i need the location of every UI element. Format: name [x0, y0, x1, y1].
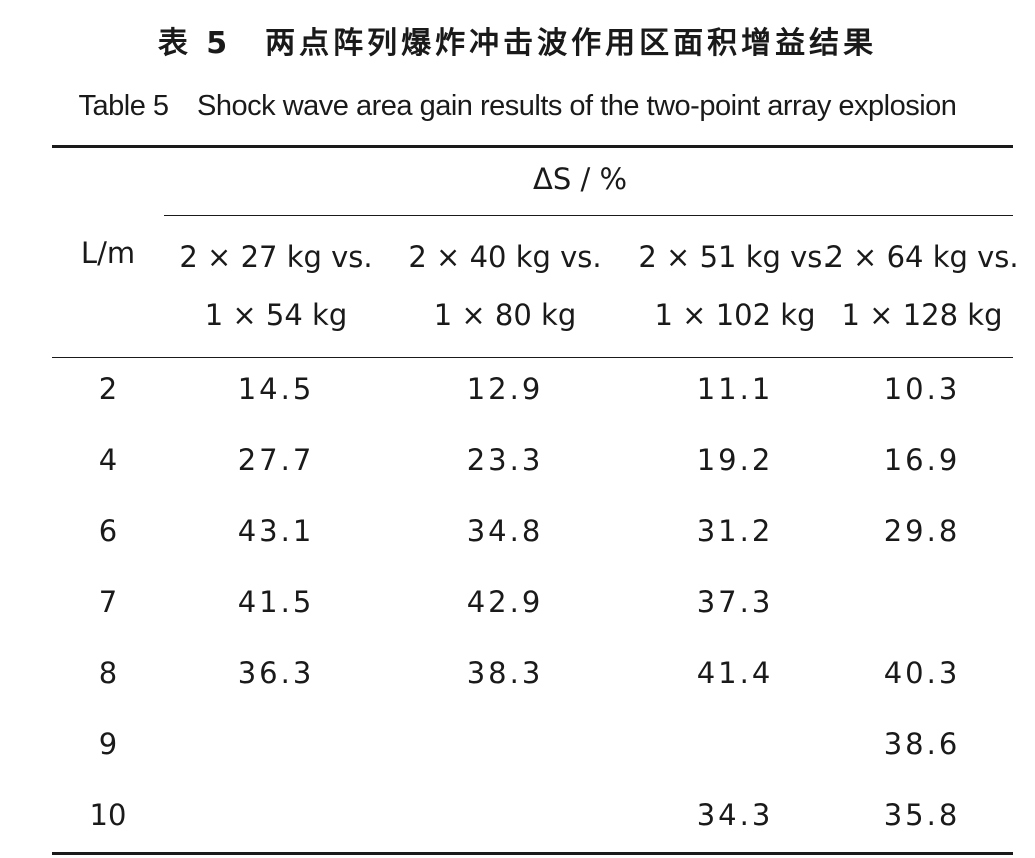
row-label-l: 10 — [89, 798, 127, 832]
bottom-rule — [52, 852, 1013, 855]
table-cell-value: 36.3 — [237, 656, 315, 690]
table-cell-value: 37.3 — [696, 585, 774, 619]
table-cell-value: 34.8 — [466, 514, 544, 548]
table-cell-value: 23.3 — [466, 443, 544, 477]
column-header-line2: 1 × 102 kg — [654, 298, 816, 332]
table-cell-value: 42.9 — [466, 585, 544, 619]
table-cell-value: 10.3 — [883, 372, 961, 406]
table-cell-value: 41.4 — [696, 656, 774, 690]
table-title-english: Table 5 Shock wave area gain results of … — [78, 90, 957, 122]
row-label-l: 7 — [98, 585, 118, 619]
column-header-line1: 2 × 64 kg vs. — [825, 240, 1019, 274]
table-cell-value: 29.8 — [883, 514, 961, 548]
table-cell-value: 41.5 — [237, 585, 315, 619]
group-rule — [164, 215, 1013, 216]
column-header-line1: 2 × 27 kg vs. — [179, 240, 373, 274]
table-cell-value: 31.2 — [696, 514, 774, 548]
table-cell-value: 43.1 — [237, 514, 315, 548]
row-header-l: L/m — [80, 236, 136, 270]
row-label-l: 6 — [98, 514, 118, 548]
column-header-line2: 1 × 54 kg — [204, 298, 348, 332]
table-cell-value: 34.3 — [696, 798, 774, 832]
table-cell-value: 38.3 — [466, 656, 544, 690]
row-label-l: 9 — [98, 727, 118, 761]
top-rule — [52, 145, 1013, 148]
column-header-line2: 1 × 80 kg — [433, 298, 577, 332]
column-header-line1: 2 × 51 kg vs. — [638, 240, 832, 274]
table-cell-value: 27.7 — [237, 443, 315, 477]
table-cell-value: 16.9 — [883, 443, 961, 477]
row-label-l: 4 — [98, 443, 118, 477]
header-rule — [52, 357, 1013, 358]
table-cell-value: 14.5 — [237, 372, 315, 406]
table-cell-value: 11.1 — [696, 372, 774, 406]
table-cell-value: 12.9 — [466, 372, 544, 406]
table-title-chinese: 表 5 两点阵列爆炸冲击波作用区面积增益结果 — [157, 26, 878, 61]
table-cell-value: 40.3 — [883, 656, 961, 690]
row-label-l: 2 — [98, 372, 118, 406]
table-cell-value: 35.8 — [883, 798, 961, 832]
table-cell-value: 19.2 — [696, 443, 774, 477]
group-header-delta-s: ΔS / % — [532, 162, 627, 196]
column-header-line2: 1 × 128 kg — [841, 298, 1003, 332]
row-label-l: 8 — [98, 656, 118, 690]
column-header-line1: 2 × 40 kg vs. — [408, 240, 602, 274]
table-cell-value: 38.6 — [883, 727, 961, 761]
